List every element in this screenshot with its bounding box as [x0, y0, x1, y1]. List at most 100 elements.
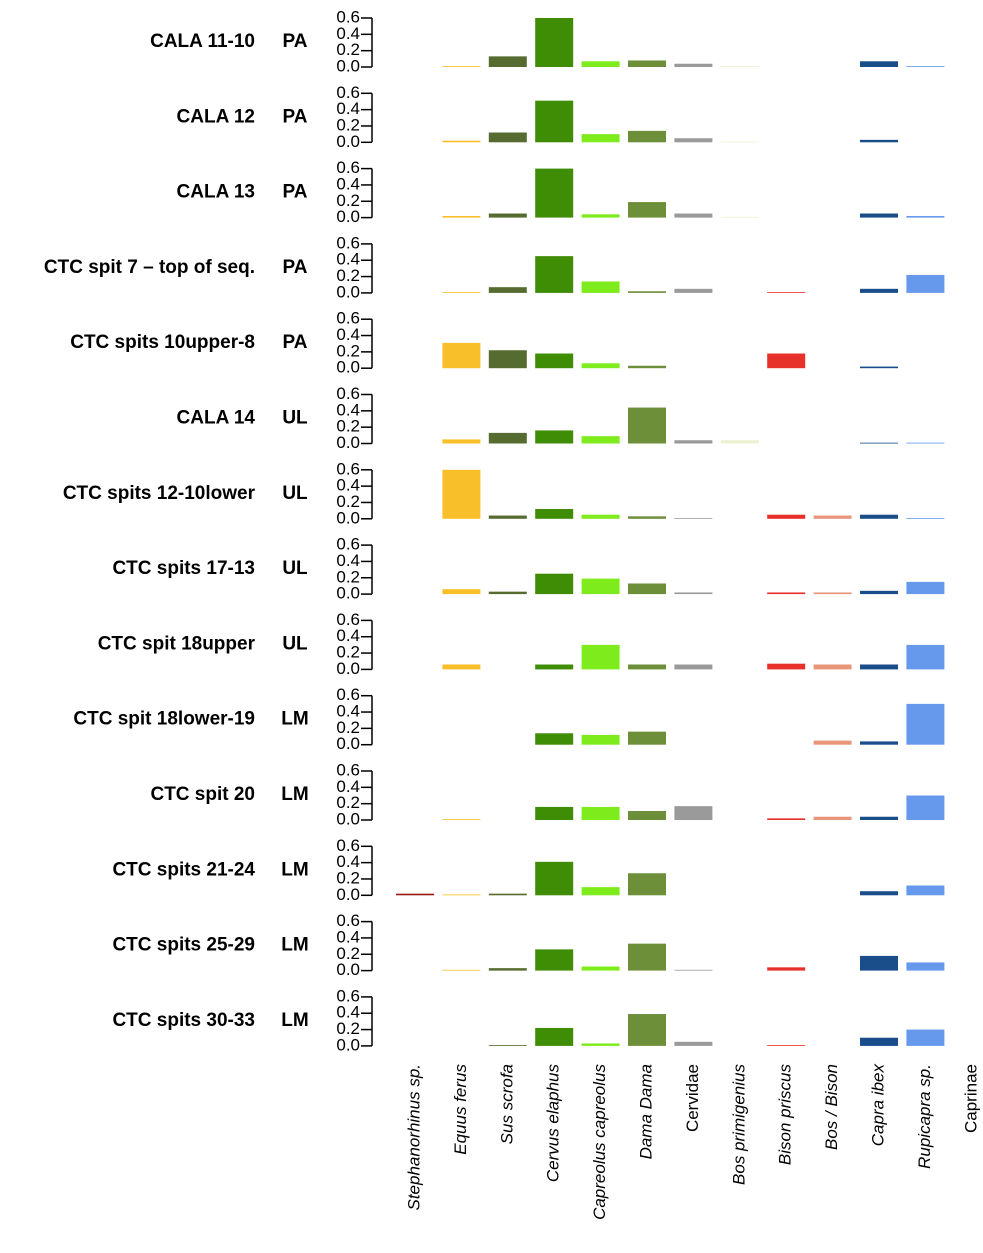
bar	[674, 969, 713, 971]
site-label: CTC spit 18lower-19	[73, 709, 255, 730]
bar	[535, 806, 574, 820]
y-tick-label: 0.6	[336, 384, 360, 403]
site-label: CALA 13	[177, 182, 255, 203]
y-tick-label: 0.0	[336, 885, 360, 904]
bar	[535, 430, 574, 444]
x-tick-label: Bos / Bison	[822, 1064, 841, 1150]
site-label: CALA 14	[177, 408, 256, 429]
bar	[860, 741, 898, 745]
bar	[813, 816, 852, 820]
y-tick-label: 0.6	[336, 685, 360, 704]
bar	[442, 664, 481, 670]
bar	[535, 18, 574, 67]
y-tick-label: 0.2	[336, 417, 360, 436]
y-tick-label: 0.0	[336, 659, 360, 678]
bar	[767, 1045, 806, 1046]
period-label: LM	[281, 784, 308, 805]
bar	[628, 583, 666, 595]
bar	[860, 514, 898, 519]
period-label: LM	[281, 859, 308, 880]
y-tick-label: 0.2	[336, 567, 360, 586]
bar	[813, 515, 852, 519]
y-tick-label: 0.6	[336, 233, 360, 252]
bar	[906, 885, 945, 896]
bar	[674, 592, 713, 595]
bar	[860, 61, 898, 67]
bar	[442, 342, 481, 369]
y-tick-label: 0.2	[336, 492, 360, 511]
bar	[488, 591, 527, 595]
y-tick-label: 0.2	[336, 793, 360, 812]
y-tick-label: 0.2	[336, 868, 360, 887]
site-label: CTC spits 17-13	[112, 558, 255, 579]
bar	[906, 517, 945, 519]
bar	[488, 213, 527, 218]
bar	[767, 514, 806, 519]
bar	[581, 578, 620, 595]
bar	[906, 1029, 945, 1046]
bar	[720, 440, 759, 444]
y-tick-label: 0.0	[336, 584, 360, 603]
period-label: UL	[282, 483, 308, 504]
bar	[860, 891, 898, 896]
bar	[628, 731, 666, 745]
y-tick-label: 0.6	[336, 7, 360, 26]
y-tick-label: 0.2	[336, 643, 360, 662]
x-tick-label: Rupicapra sp.	[915, 1064, 934, 1169]
y-tick-label: 0.4	[336, 777, 360, 796]
bar	[813, 664, 852, 670]
bar	[535, 168, 574, 218]
bar	[628, 202, 666, 218]
y-tick-label: 0.6	[336, 158, 360, 177]
bar	[442, 819, 481, 820]
bar	[581, 363, 620, 369]
bar	[396, 893, 434, 896]
x-tick-label: Dama Dama	[636, 1064, 655, 1159]
y-tick-label: 0.4	[336, 551, 360, 570]
bar	[442, 894, 481, 896]
bar	[442, 292, 481, 293]
bar	[720, 141, 759, 143]
y-tick-label: 0.4	[336, 626, 360, 645]
y-tick-label: 0.0	[336, 207, 360, 226]
period-label: PA	[283, 182, 308, 203]
y-tick-label: 0.0	[336, 282, 360, 301]
bar	[860, 366, 898, 369]
site-label: CALA 12	[177, 106, 255, 127]
x-tick-label: Capreolus capreolus	[590, 1064, 609, 1220]
y-tick-label: 0.4	[336, 1003, 360, 1022]
bar	[581, 281, 620, 293]
y-tick-label: 0.2	[336, 718, 360, 737]
y-tick-label: 0.4	[336, 174, 360, 193]
bar	[628, 811, 666, 820]
bar	[581, 806, 620, 820]
bar	[488, 1045, 527, 1046]
bar	[581, 644, 620, 670]
y-tick-label: 0.4	[336, 702, 360, 721]
y-tick-label: 0.4	[336, 852, 360, 871]
y-tick-label: 0.6	[336, 836, 360, 855]
bar	[720, 66, 759, 67]
y-tick-label: 0.0	[336, 56, 360, 75]
bar	[906, 215, 945, 218]
bar	[488, 56, 527, 67]
y-tick-label: 0.0	[336, 809, 360, 828]
period-label: PA	[283, 31, 308, 52]
y-tick-label: 0.6	[336, 986, 360, 1005]
y-tick-label: 0.2	[336, 944, 360, 963]
period-label: PA	[283, 257, 308, 278]
bar	[906, 274, 945, 293]
bar	[628, 943, 666, 971]
bar	[488, 893, 527, 896]
bar	[581, 887, 620, 896]
bar	[628, 130, 666, 143]
bar	[674, 138, 713, 143]
bar	[860, 816, 898, 820]
y-tick-label: 0.4	[336, 325, 360, 344]
period-label: LM	[281, 935, 308, 956]
y-tick-label: 0.4	[336, 476, 360, 495]
bar	[628, 365, 666, 369]
y-tick-label: 0.6	[336, 760, 360, 779]
x-tick-label: Cervidae	[683, 1064, 702, 1132]
